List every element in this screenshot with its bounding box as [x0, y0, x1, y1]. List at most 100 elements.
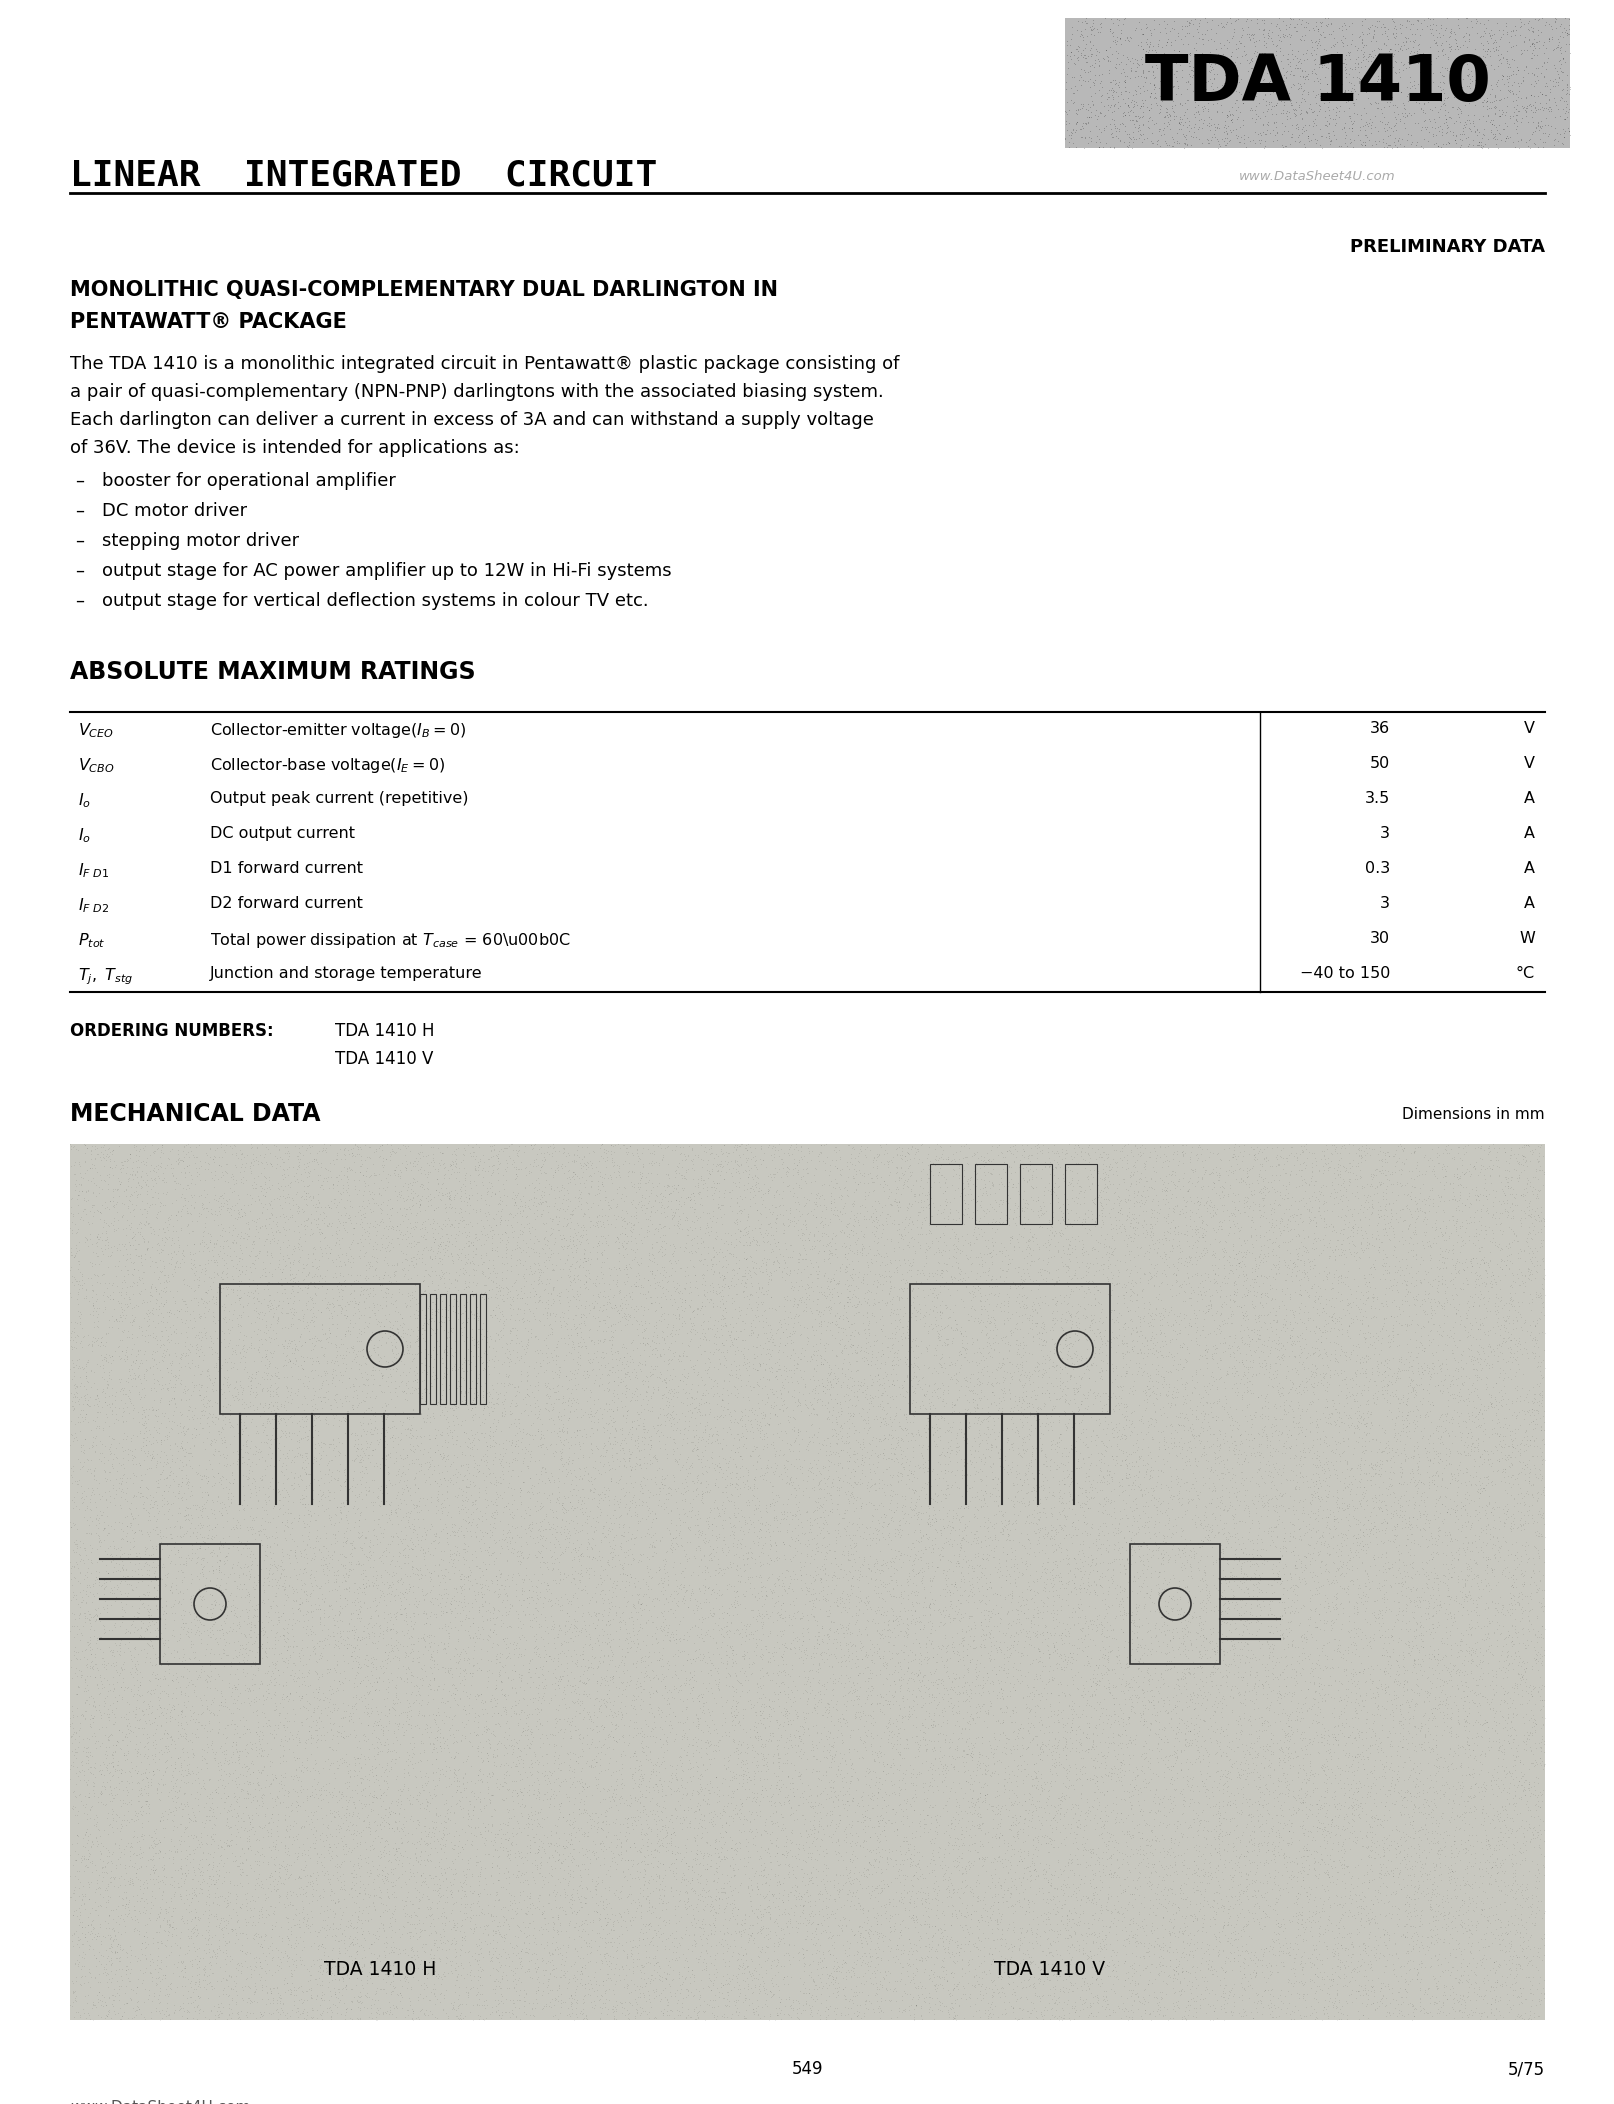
- Point: [1277, 1826, 1302, 1860]
- Point: [1370, 1826, 1396, 1860]
- Point: [1199, 1957, 1225, 1990]
- Point: [544, 1974, 570, 2007]
- Point: [247, 1812, 273, 1845]
- Point: [1156, 2001, 1181, 2035]
- Point: [194, 1818, 220, 1852]
- Point: [1215, 1239, 1241, 1273]
- Point: [200, 1304, 226, 1338]
- Point: [344, 1934, 370, 1967]
- Point: [349, 1841, 374, 1875]
- Point: [679, 1161, 705, 1195]
- Point: [1353, 1578, 1378, 1612]
- Point: [565, 1189, 591, 1222]
- Point: [1067, 53, 1093, 86]
- Point: [1259, 2001, 1285, 2035]
- Point: [905, 1294, 931, 1328]
- Point: [260, 1502, 286, 1536]
- Point: [245, 1178, 271, 1212]
- Point: [1312, 1481, 1338, 1515]
- Point: [967, 1780, 993, 1814]
- Point: [100, 1782, 126, 1816]
- Point: [1238, 1538, 1264, 1572]
- Point: [499, 1589, 525, 1622]
- Point: [600, 1536, 626, 1570]
- Point: [1148, 1681, 1173, 1715]
- Point: [334, 1755, 360, 1788]
- Point: [734, 1662, 760, 1696]
- Point: [536, 1296, 562, 1330]
- Point: [211, 1845, 237, 1879]
- Point: [323, 1761, 349, 1795]
- Point: [1054, 1357, 1080, 1391]
- Point: [1340, 1494, 1365, 1528]
- Point: [179, 1416, 205, 1450]
- Point: [547, 1252, 573, 1286]
- Point: [628, 1166, 654, 1199]
- Point: [1457, 1618, 1483, 1652]
- Point: [725, 1589, 751, 1622]
- Point: [1430, 105, 1456, 139]
- Point: [629, 1260, 655, 1294]
- Point: [345, 1620, 371, 1654]
- Point: [165, 1624, 190, 1658]
- Point: [938, 1424, 964, 1458]
- Point: [124, 1155, 150, 1189]
- Point: [475, 1660, 500, 1694]
- Point: [1080, 1277, 1106, 1311]
- Point: [1477, 13, 1503, 46]
- Point: [1085, 1708, 1110, 1742]
- Point: [195, 1410, 221, 1443]
- Point: [681, 1643, 707, 1677]
- Point: [1483, 1525, 1509, 1559]
- Point: [915, 1178, 941, 1212]
- Point: [179, 1647, 205, 1681]
- Point: [1424, 1965, 1449, 1999]
- Point: [1299, 1431, 1325, 1464]
- Point: [699, 1273, 725, 1307]
- Point: [902, 1601, 928, 1635]
- Point: [445, 1151, 471, 1185]
- Point: [873, 1265, 899, 1298]
- Point: [607, 1738, 633, 1772]
- Point: [1083, 1540, 1109, 1574]
- Point: [291, 1557, 316, 1591]
- Point: [1338, 1452, 1364, 1485]
- Point: [1519, 15, 1545, 48]
- Point: [437, 1652, 463, 1685]
- Point: [841, 1454, 867, 1488]
- Point: [465, 1704, 491, 1738]
- Point: [733, 1323, 759, 1357]
- Point: [402, 1668, 428, 1702]
- Point: [625, 1408, 650, 1441]
- Point: [1202, 1361, 1228, 1395]
- Point: [1130, 1706, 1156, 1740]
- Point: [792, 1203, 818, 1237]
- Point: [1023, 1391, 1049, 1424]
- Point: [1123, 1492, 1149, 1525]
- Point: [1504, 1260, 1530, 1294]
- Point: [431, 1856, 457, 1889]
- Point: [400, 1551, 426, 1584]
- Point: [938, 1812, 964, 1845]
- Point: [103, 1929, 129, 1963]
- Point: [1480, 1553, 1506, 1586]
- Point: [1220, 1286, 1246, 1319]
- Point: [397, 1416, 423, 1450]
- Point: [1190, 1936, 1215, 1969]
- Point: [1288, 1652, 1314, 1685]
- Point: [1380, 19, 1406, 53]
- Point: [1015, 1957, 1041, 1990]
- Point: [944, 1797, 970, 1830]
- Point: [271, 1553, 297, 1586]
- Point: [838, 1307, 863, 1340]
- Point: [629, 1995, 655, 2028]
- Point: [455, 1506, 481, 1540]
- Point: [1081, 1187, 1107, 1220]
- Point: [1451, 1910, 1477, 1944]
- Point: [379, 1559, 405, 1593]
- Point: [784, 1273, 810, 1307]
- Point: [1146, 1313, 1172, 1347]
- Point: [1424, 1742, 1449, 1776]
- Point: [794, 1919, 820, 1953]
- Point: [1012, 1553, 1038, 1586]
